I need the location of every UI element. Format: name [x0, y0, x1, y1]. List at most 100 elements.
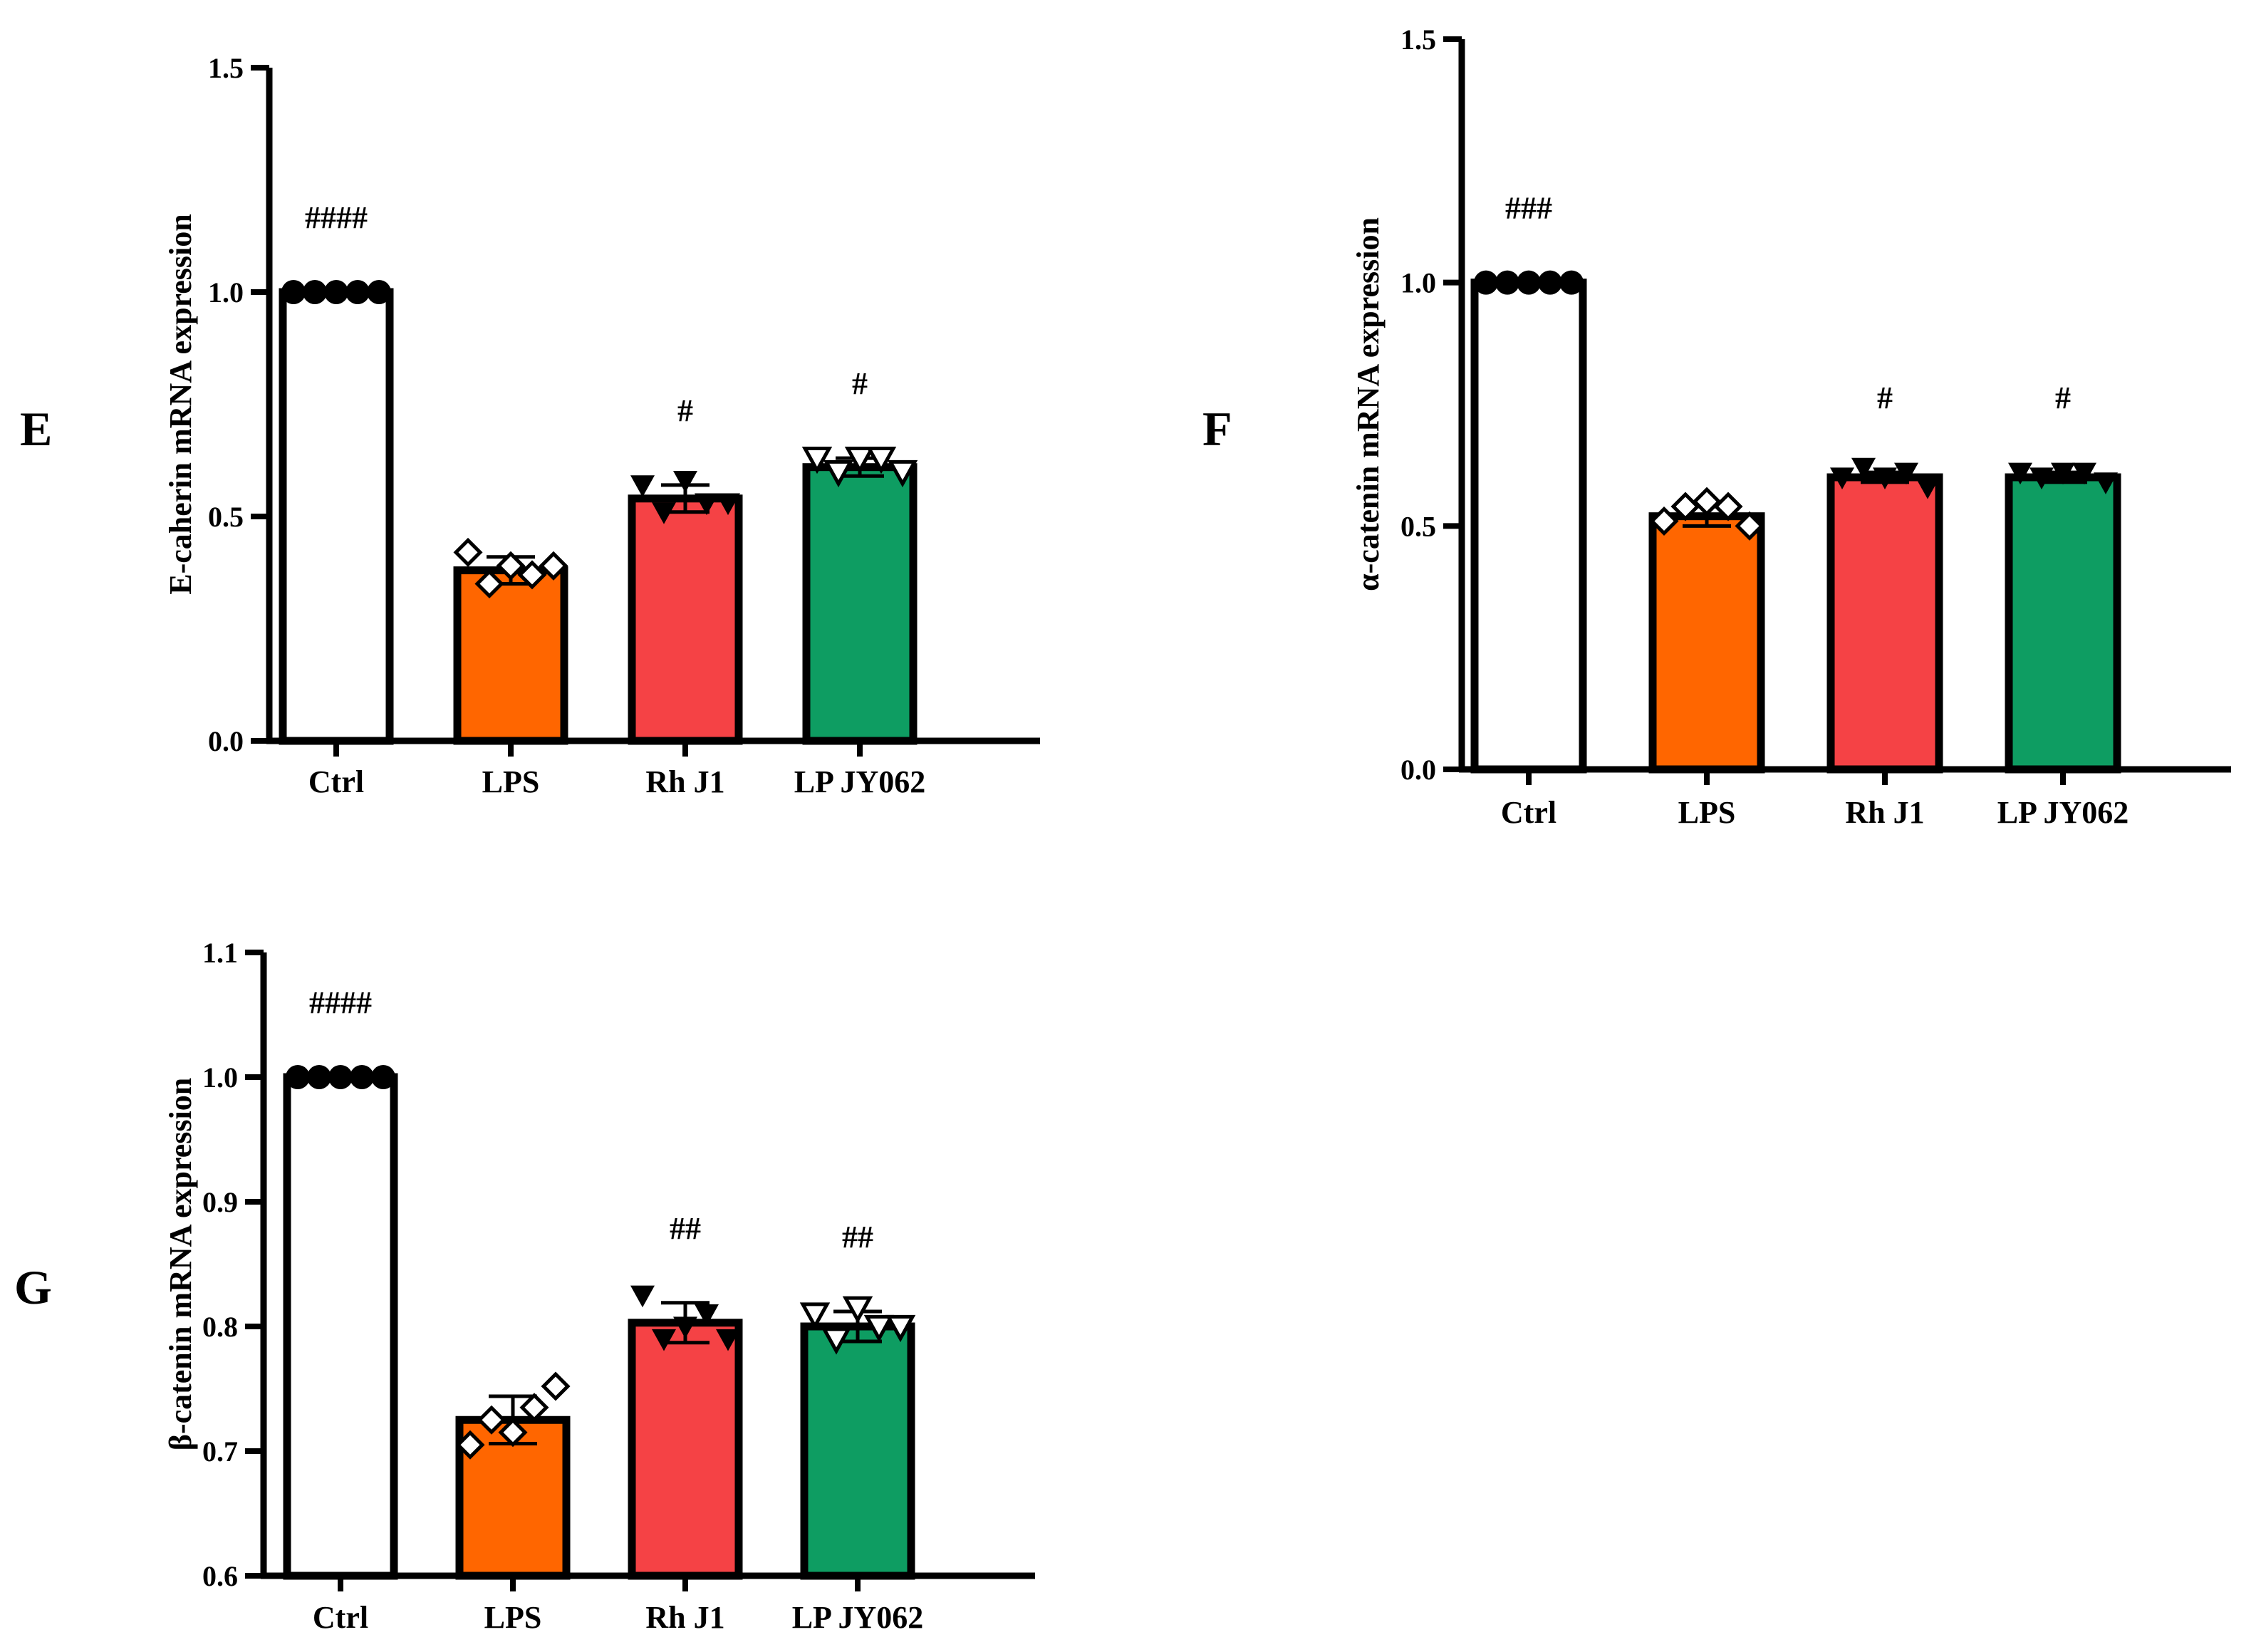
data-point: [823, 459, 854, 488]
data-point: [1474, 270, 1498, 295]
bar-lp-jy062: [800, 1322, 915, 1580]
x-tick-label: Rh J1: [645, 1600, 724, 1635]
y-tick-label: 1.1: [202, 937, 238, 969]
x-tick-label: Ctrl: [313, 1600, 368, 1635]
data-point: [2008, 462, 2032, 485]
panel-letter: G: [14, 1260, 52, 1314]
data-point: [350, 1065, 374, 1089]
data-point: [498, 1418, 528, 1448]
data-point: [844, 447, 875, 474]
x-tick-label: LP JY062: [794, 764, 926, 799]
data-point: [695, 493, 719, 516]
x-tick-label: Rh J1: [1845, 795, 1924, 830]
y-tick-label: 0.0: [1400, 754, 1436, 786]
data-point: [367, 280, 391, 304]
bar-rh-j1: [1826, 473, 1943, 774]
data-point: [673, 471, 697, 493]
data-point: [496, 551, 526, 581]
data-point: [328, 1065, 353, 1089]
y-tick-label: 0.0: [208, 725, 244, 757]
data-point: [286, 1065, 310, 1089]
y-axis-label: β-catenin mRNA expression: [163, 1078, 198, 1450]
bar-rh-j1: [628, 494, 743, 745]
data-point: [866, 447, 897, 474]
chart-panel-e: E E-caherin mRNA expression #### Ctrl LPS # Rh…: [20, 52, 1040, 799]
data-point: [2051, 462, 2075, 485]
data-point: [1517, 270, 1541, 295]
y-tick-label: 0.5: [1400, 510, 1436, 542]
bar-ctrl: [279, 288, 394, 745]
data-point: [1830, 467, 1854, 489]
data-point: [1649, 506, 1679, 536]
y-axis-label: E-caherin mRNA expression: [163, 214, 198, 595]
panel-letter: E: [20, 402, 52, 456]
data-point: [885, 1314, 916, 1343]
data-point: [673, 1316, 697, 1339]
data-point: [539, 551, 568, 581]
data-point: [1495, 270, 1519, 295]
data-point: [630, 1285, 655, 1308]
y-tick-label: 0.7: [202, 1435, 238, 1467]
data-point: [474, 568, 504, 599]
y-tick-label: 0.5: [208, 501, 244, 533]
bar-lp-jy062: [2005, 473, 2121, 774]
data-point: [863, 1314, 895, 1343]
data-point: [1916, 477, 1940, 499]
data-point: [307, 1065, 331, 1089]
y-tick-label: 1.5: [208, 52, 244, 84]
data-point: [1692, 487, 1722, 516]
bar-rh-j1: [628, 1319, 743, 1580]
data-point: [842, 1296, 873, 1324]
data-point: [887, 459, 918, 488]
significance-label: #: [677, 393, 693, 428]
data-point: [517, 560, 547, 590]
data-point: [1713, 492, 1743, 521]
x-tick-label: LPS: [484, 1600, 542, 1635]
data-point: [652, 1329, 676, 1351]
x-tick-label: Ctrl: [308, 764, 364, 799]
bar-lp-jy062: [802, 463, 918, 745]
data-point: [801, 447, 833, 474]
y-tick-label: 0.8: [202, 1311, 238, 1343]
y-tick-label: 1.0: [202, 1061, 238, 1093]
data-point: [2029, 467, 2054, 489]
y-tick-label: 0.6: [202, 1560, 238, 1592]
data-point: [1894, 462, 1918, 485]
significance-label: ####: [309, 985, 372, 1020]
data-point: [303, 280, 327, 304]
data-point: [2072, 462, 2096, 485]
data-point: [1559, 270, 1584, 295]
x-tick-label: LPS: [1678, 795, 1736, 830]
data-point: [652, 502, 676, 524]
data-point: [1873, 467, 1897, 489]
significance-label: #: [1877, 380, 1893, 415]
x-tick-label: LP JY062: [1997, 795, 2129, 830]
y-tick-label: 1.0: [1400, 267, 1436, 299]
data-point: [455, 1430, 485, 1460]
significance-label: ###: [1505, 191, 1552, 226]
data-point: [716, 1329, 740, 1351]
x-tick-label: LP JY062: [792, 1600, 924, 1635]
significance-label: ####: [305, 200, 368, 235]
data-point: [371, 1065, 395, 1089]
y-axis-label: α-catenin mRNA expression: [1351, 217, 1386, 591]
data-point: [695, 1304, 719, 1326]
data-point: [324, 280, 348, 304]
bar-ctrl: [283, 1073, 398, 1580]
data-point: [799, 1302, 831, 1330]
data-point: [281, 280, 306, 304]
y-tick-label: 1.0: [208, 276, 244, 308]
data-point: [2094, 472, 2118, 494]
x-tick-label: Rh J1: [645, 764, 724, 799]
data-point: [1735, 511, 1765, 541]
data-point: [630, 475, 655, 497]
panel-letter: F: [1202, 402, 1232, 456]
data-point: [453, 537, 483, 567]
significance-label: ##: [842, 1220, 873, 1254]
x-tick-label: Ctrl: [1501, 795, 1556, 830]
bar-lps: [453, 566, 568, 745]
bar-lps: [1648, 512, 1765, 774]
